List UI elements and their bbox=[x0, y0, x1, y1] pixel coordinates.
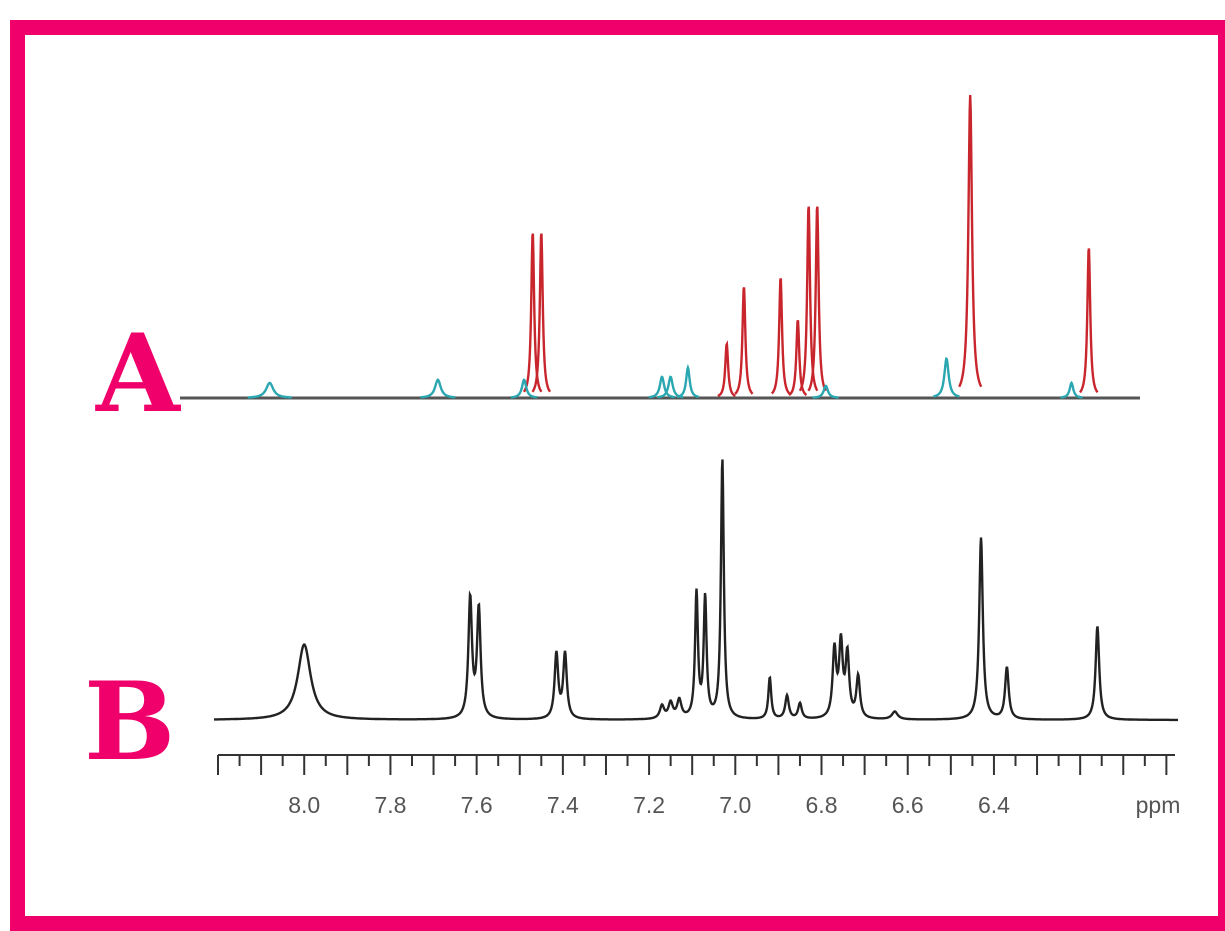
spectrum-a-series-1-peak-9 bbox=[958, 94, 983, 388]
spectrum-a-series-2-peak-7 bbox=[812, 384, 839, 399]
tick-label: 6.6 bbox=[892, 792, 924, 818]
spectrum-a-series-1-peak-8 bbox=[807, 206, 827, 392]
axis-unit-label: ppm bbox=[1136, 792, 1181, 818]
spectrum-b-trace bbox=[214, 459, 1178, 722]
spectrum-a-series-1-peak-5 bbox=[770, 278, 791, 395]
spectrum-a bbox=[180, 94, 1140, 400]
spectrum-a-series-2-peak-1 bbox=[247, 381, 292, 399]
spectrum-a-series-1-peak-6 bbox=[788, 319, 808, 397]
tick-label: 6.4 bbox=[978, 792, 1010, 818]
spectrum-a-series-2-peak-4 bbox=[648, 375, 676, 399]
tick-label: 6.8 bbox=[806, 792, 838, 818]
tick-label: 7.6 bbox=[461, 792, 493, 818]
spectrum-a-series-2-peak-6 bbox=[676, 363, 700, 399]
spectrum-b bbox=[214, 459, 1178, 722]
spectrum-a-series-2-peak-8 bbox=[933, 356, 960, 398]
spectrum-a-series-2-peak-9 bbox=[1060, 380, 1083, 399]
panel-label-b: B bbox=[84, 659, 176, 785]
tick-label: 7.4 bbox=[547, 792, 579, 818]
ppm-axis: 8.0 7.8 7.6 7.4 7.2 7.0 6.8 6.6 6.4 ppm bbox=[217, 754, 1181, 818]
tick-label: 8.0 bbox=[288, 792, 320, 818]
spectrum-a-series-1-peak-4 bbox=[734, 287, 754, 395]
spectrum-a-series-2-peak-2 bbox=[420, 378, 456, 399]
spectrum-a-series-1-peak-7 bbox=[798, 206, 819, 392]
spectrum-a-series-1-peak-10 bbox=[1079, 248, 1099, 394]
spectrum-a-series-1-peak-3 bbox=[717, 340, 736, 398]
spectrum-a-series-2-peak-3 bbox=[510, 378, 538, 399]
tick-label: 7.8 bbox=[374, 792, 406, 818]
tick-label: 7.0 bbox=[719, 792, 751, 818]
tick-label: 7.2 bbox=[633, 792, 665, 818]
spectrum-a-series-1-peak-2 bbox=[531, 233, 552, 393]
panel-label-a: A bbox=[96, 311, 180, 437]
